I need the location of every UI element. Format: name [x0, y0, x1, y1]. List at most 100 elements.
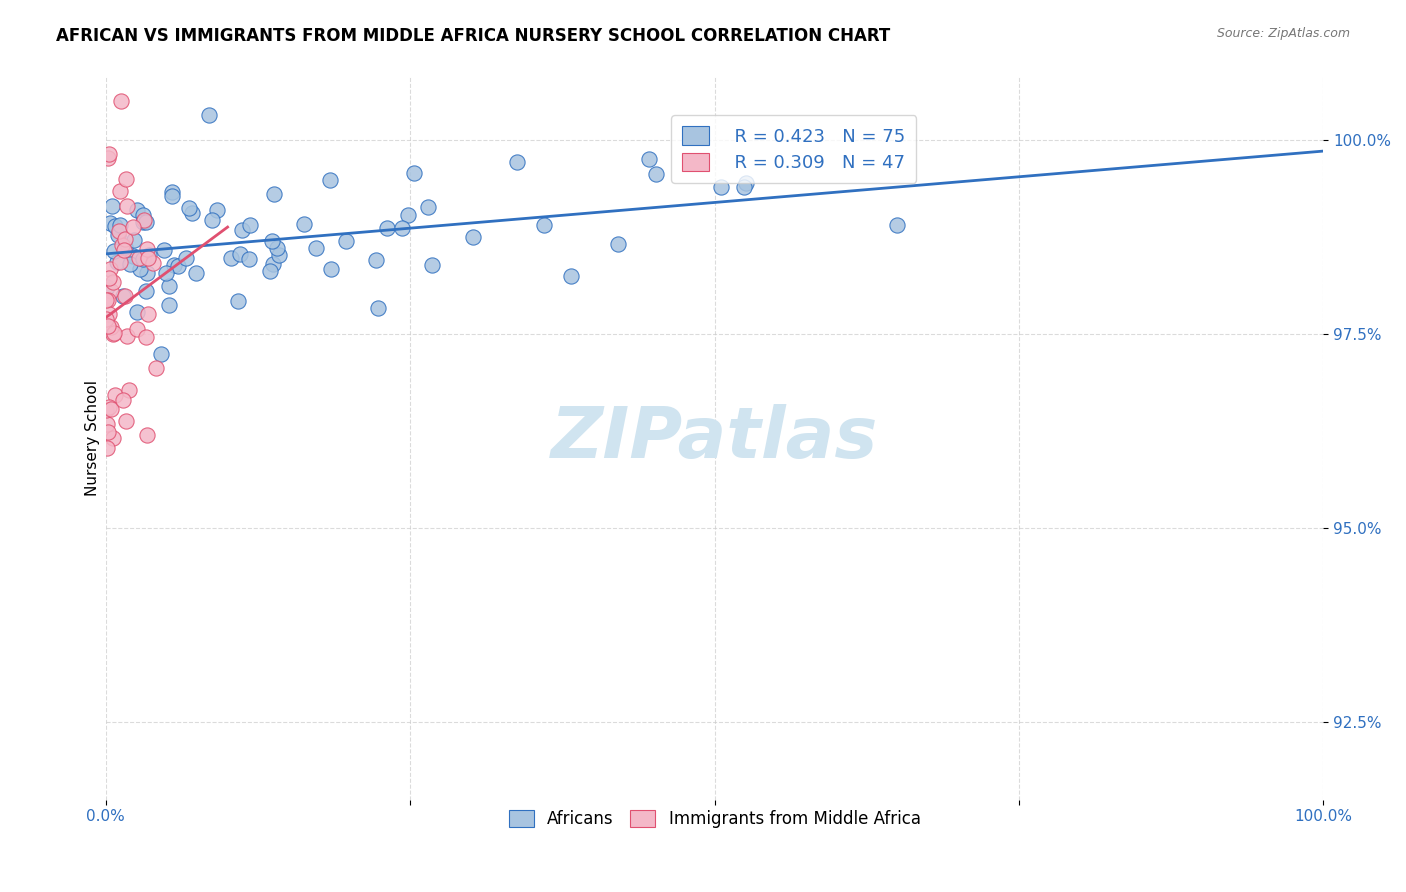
- Point: [733, 179, 755, 194]
- Point: [103, 244, 125, 259]
- Point: [219, 252, 242, 266]
- Point: [103, 276, 125, 290]
- Point: [157, 278, 180, 293]
- Point: [115, 199, 138, 213]
- Point: [138, 248, 160, 262]
- Point: [136, 242, 159, 256]
- Point: [180, 206, 202, 220]
- Point: [97, 400, 120, 414]
- Point: [94, 312, 117, 326]
- Point: [114, 414, 136, 428]
- Point: [132, 214, 155, 228]
- Text: Source: ZipAtlas.com: Source: ZipAtlas.com: [1216, 27, 1350, 40]
- Point: [319, 262, 342, 277]
- Point: [125, 203, 148, 218]
- Point: [97, 293, 120, 307]
- Point: [166, 259, 188, 273]
- Point: [96, 402, 118, 417]
- Point: [262, 234, 284, 248]
- Point: [100, 320, 122, 334]
- Point: [198, 108, 221, 122]
- Point: [108, 184, 131, 198]
- Point: [117, 329, 139, 343]
- Point: [533, 219, 555, 233]
- Point: [416, 200, 439, 214]
- Point: [105, 255, 128, 269]
- Point: [114, 289, 136, 303]
- Point: [114, 240, 136, 254]
- Point: [160, 189, 183, 203]
- Point: [396, 208, 419, 222]
- Point: [266, 241, 288, 255]
- Point: [122, 249, 145, 263]
- Point: [638, 152, 661, 166]
- Point: [108, 255, 131, 269]
- Point: [205, 203, 228, 218]
- Point: [319, 173, 342, 187]
- Point: [96, 280, 118, 294]
- Point: [125, 321, 148, 335]
- Point: [96, 417, 118, 431]
- Point: [97, 319, 120, 334]
- Point: [98, 271, 121, 285]
- Point: [179, 201, 201, 215]
- Point: [391, 221, 413, 235]
- Text: ZIPatlas: ZIPatlas: [551, 404, 879, 473]
- Point: [136, 251, 159, 265]
- Point: [262, 257, 284, 271]
- Point: [157, 298, 180, 312]
- Point: [110, 94, 132, 108]
- Point: [118, 383, 141, 397]
- Point: [364, 253, 387, 268]
- Point: [404, 166, 426, 180]
- Point: [111, 392, 134, 407]
- Point: [607, 236, 630, 251]
- Point: [122, 220, 145, 235]
- Point: [292, 217, 315, 231]
- Y-axis label: Nursery School: Nursery School: [86, 381, 100, 497]
- Point: [98, 308, 121, 322]
- Point: [644, 167, 666, 181]
- Point: [114, 172, 136, 186]
- Point: [128, 251, 150, 265]
- Point: [160, 185, 183, 199]
- Point: [136, 307, 159, 321]
- Point: [108, 218, 131, 232]
- Legend: Africans, Immigrants from Middle Africa: Africans, Immigrants from Middle Africa: [502, 803, 927, 835]
- Point: [305, 241, 328, 255]
- Point: [734, 176, 756, 190]
- Point: [335, 234, 357, 248]
- Point: [420, 258, 443, 272]
- Point: [101, 199, 124, 213]
- Point: [94, 293, 117, 308]
- Point: [149, 347, 172, 361]
- Point: [104, 388, 127, 402]
- Point: [98, 146, 121, 161]
- Point: [108, 224, 131, 238]
- Point: [135, 330, 157, 344]
- Point: [238, 252, 260, 266]
- Point: [259, 264, 281, 278]
- Point: [226, 294, 249, 309]
- Point: [367, 301, 389, 316]
- Point: [118, 257, 141, 271]
- Point: [98, 216, 121, 230]
- Point: [135, 266, 157, 280]
- Point: [229, 247, 252, 261]
- Point: [111, 237, 134, 252]
- Point: [129, 262, 152, 277]
- Point: [103, 326, 125, 340]
- Point: [152, 244, 174, 258]
- Point: [184, 266, 207, 280]
- Point: [145, 361, 167, 376]
- Point: [201, 212, 224, 227]
- Point: [560, 269, 582, 284]
- Point: [103, 326, 125, 341]
- Point: [710, 180, 733, 194]
- Point: [886, 218, 908, 232]
- Point: [239, 218, 262, 232]
- Text: AFRICAN VS IMMIGRANTS FROM MIDDLE AFRICA NURSERY SCHOOL CORRELATION CHART: AFRICAN VS IMMIGRANTS FROM MIDDLE AFRICA…: [56, 27, 890, 45]
- Point: [111, 289, 134, 303]
- Point: [98, 261, 121, 276]
- Point: [100, 401, 122, 416]
